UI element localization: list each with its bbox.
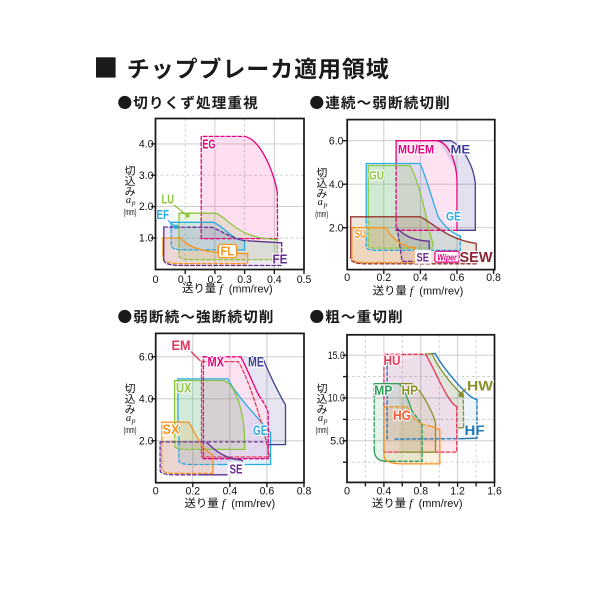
svg-text:f: f — [222, 496, 227, 510]
svg-text:5.0: 5.0 — [330, 435, 345, 447]
svg-text:GE: GE — [253, 422, 268, 438]
svg-text:(mm): (mm) — [316, 425, 329, 435]
svg-text:0.3: 0.3 — [237, 274, 252, 286]
svg-text:3.0: 3.0 — [139, 170, 154, 182]
svg-text:p: p — [131, 416, 136, 425]
svg-text:0.8: 0.8 — [414, 485, 429, 497]
svg-text:(mm): (mm) — [315, 209, 328, 219]
svg-text:a: a — [126, 195, 131, 206]
svg-text:0.2: 0.2 — [377, 272, 392, 284]
svg-text:0.8: 0.8 — [486, 272, 501, 284]
svg-text:(mm): (mm) — [124, 425, 137, 435]
svg-text:ME: ME — [248, 354, 264, 370]
svg-text:SX: SX — [163, 421, 181, 437]
svg-text:4.0: 4.0 — [139, 393, 154, 405]
svg-text:0.5: 0.5 — [297, 274, 312, 286]
svg-text:6.0: 6.0 — [139, 351, 154, 363]
svg-text:2.0: 2.0 — [329, 222, 344, 234]
svg-text:0: 0 — [152, 274, 158, 286]
svg-text:(mm/rev): (mm/rev) — [229, 283, 273, 295]
svg-text:0.2: 0.2 — [186, 485, 201, 497]
svg-text:GE: GE — [446, 210, 461, 224]
svg-text:Wiper: Wiper — [437, 252, 457, 263]
svg-text:HG: HG — [393, 407, 411, 423]
svg-text:FE: FE — [273, 252, 288, 267]
svg-text:0.8: 0.8 — [297, 485, 312, 497]
svg-text:1.2: 1.2 — [450, 485, 465, 497]
svg-text:0: 0 — [344, 272, 350, 284]
svg-text:(mm): (mm) — [124, 207, 137, 217]
svg-text:0.4: 0.4 — [267, 274, 282, 286]
svg-text:0.4: 0.4 — [413, 272, 428, 284]
svg-text:6.0: 6.0 — [329, 135, 344, 147]
svg-text:f: f — [410, 284, 415, 298]
svg-text:HU: HU — [384, 352, 401, 368]
svg-text:4.0: 4.0 — [139, 139, 154, 151]
svg-text:a: a — [126, 413, 131, 424]
svg-text:15.0: 15.0 — [328, 350, 345, 362]
svg-text:(mm/rev): (mm/rev) — [231, 498, 275, 510]
svg-text:1.6: 1.6 — [487, 485, 502, 497]
svg-text:MX: MX — [208, 354, 225, 370]
svg-text:MP: MP — [374, 382, 392, 398]
svg-text:SE: SE — [417, 250, 430, 264]
svg-text:SEW: SEW — [460, 249, 494, 266]
svg-text:0.4: 0.4 — [223, 485, 238, 497]
svg-text:0.6: 0.6 — [450, 272, 465, 284]
svg-text:UX: UX — [176, 380, 192, 396]
svg-text:a: a — [318, 197, 323, 208]
svg-text:SU: SU — [355, 227, 367, 241]
svg-text:FL: FL — [221, 244, 235, 259]
svg-text:HP: HP — [402, 382, 419, 398]
svg-text:p: p — [323, 200, 328, 209]
svg-text:LU: LU — [162, 192, 175, 207]
svg-text:MU/EM: MU/EM — [398, 143, 434, 157]
svg-text:HF: HF — [465, 422, 485, 438]
svg-text:0.4: 0.4 — [377, 485, 392, 497]
svg-text:0.1: 0.1 — [178, 274, 193, 286]
svg-text:p: p — [323, 416, 328, 425]
svg-text:2.0: 2.0 — [139, 201, 154, 213]
svg-text:HW: HW — [467, 378, 494, 394]
svg-text:0.2: 0.2 — [208, 274, 223, 286]
svg-text:p: p — [131, 198, 136, 207]
svg-text:(mm/rev): (mm/rev) — [419, 286, 463, 298]
svg-text:10.0: 10.0 — [328, 393, 345, 405]
svg-text:ME: ME — [451, 143, 471, 157]
svg-text:1.0: 1.0 — [139, 233, 154, 245]
svg-text:4.0: 4.0 — [329, 179, 344, 191]
svg-text:0.6: 0.6 — [260, 485, 275, 497]
svg-text:SE: SE — [230, 462, 243, 477]
svg-text:2.0: 2.0 — [139, 435, 154, 447]
svg-text:(mm/rev): (mm/rev) — [419, 498, 463, 510]
svg-text:0: 0 — [344, 485, 350, 497]
svg-text:0: 0 — [153, 485, 159, 497]
svg-text:a: a — [318, 413, 323, 424]
svg-text:GU: GU — [369, 169, 384, 183]
svg-text:EG: EG — [203, 137, 216, 152]
svg-text:EF: EF — [157, 207, 170, 222]
svg-text:f: f — [409, 496, 414, 510]
svg-text:EM: EM — [172, 337, 191, 353]
svg-text:f: f — [219, 281, 224, 295]
